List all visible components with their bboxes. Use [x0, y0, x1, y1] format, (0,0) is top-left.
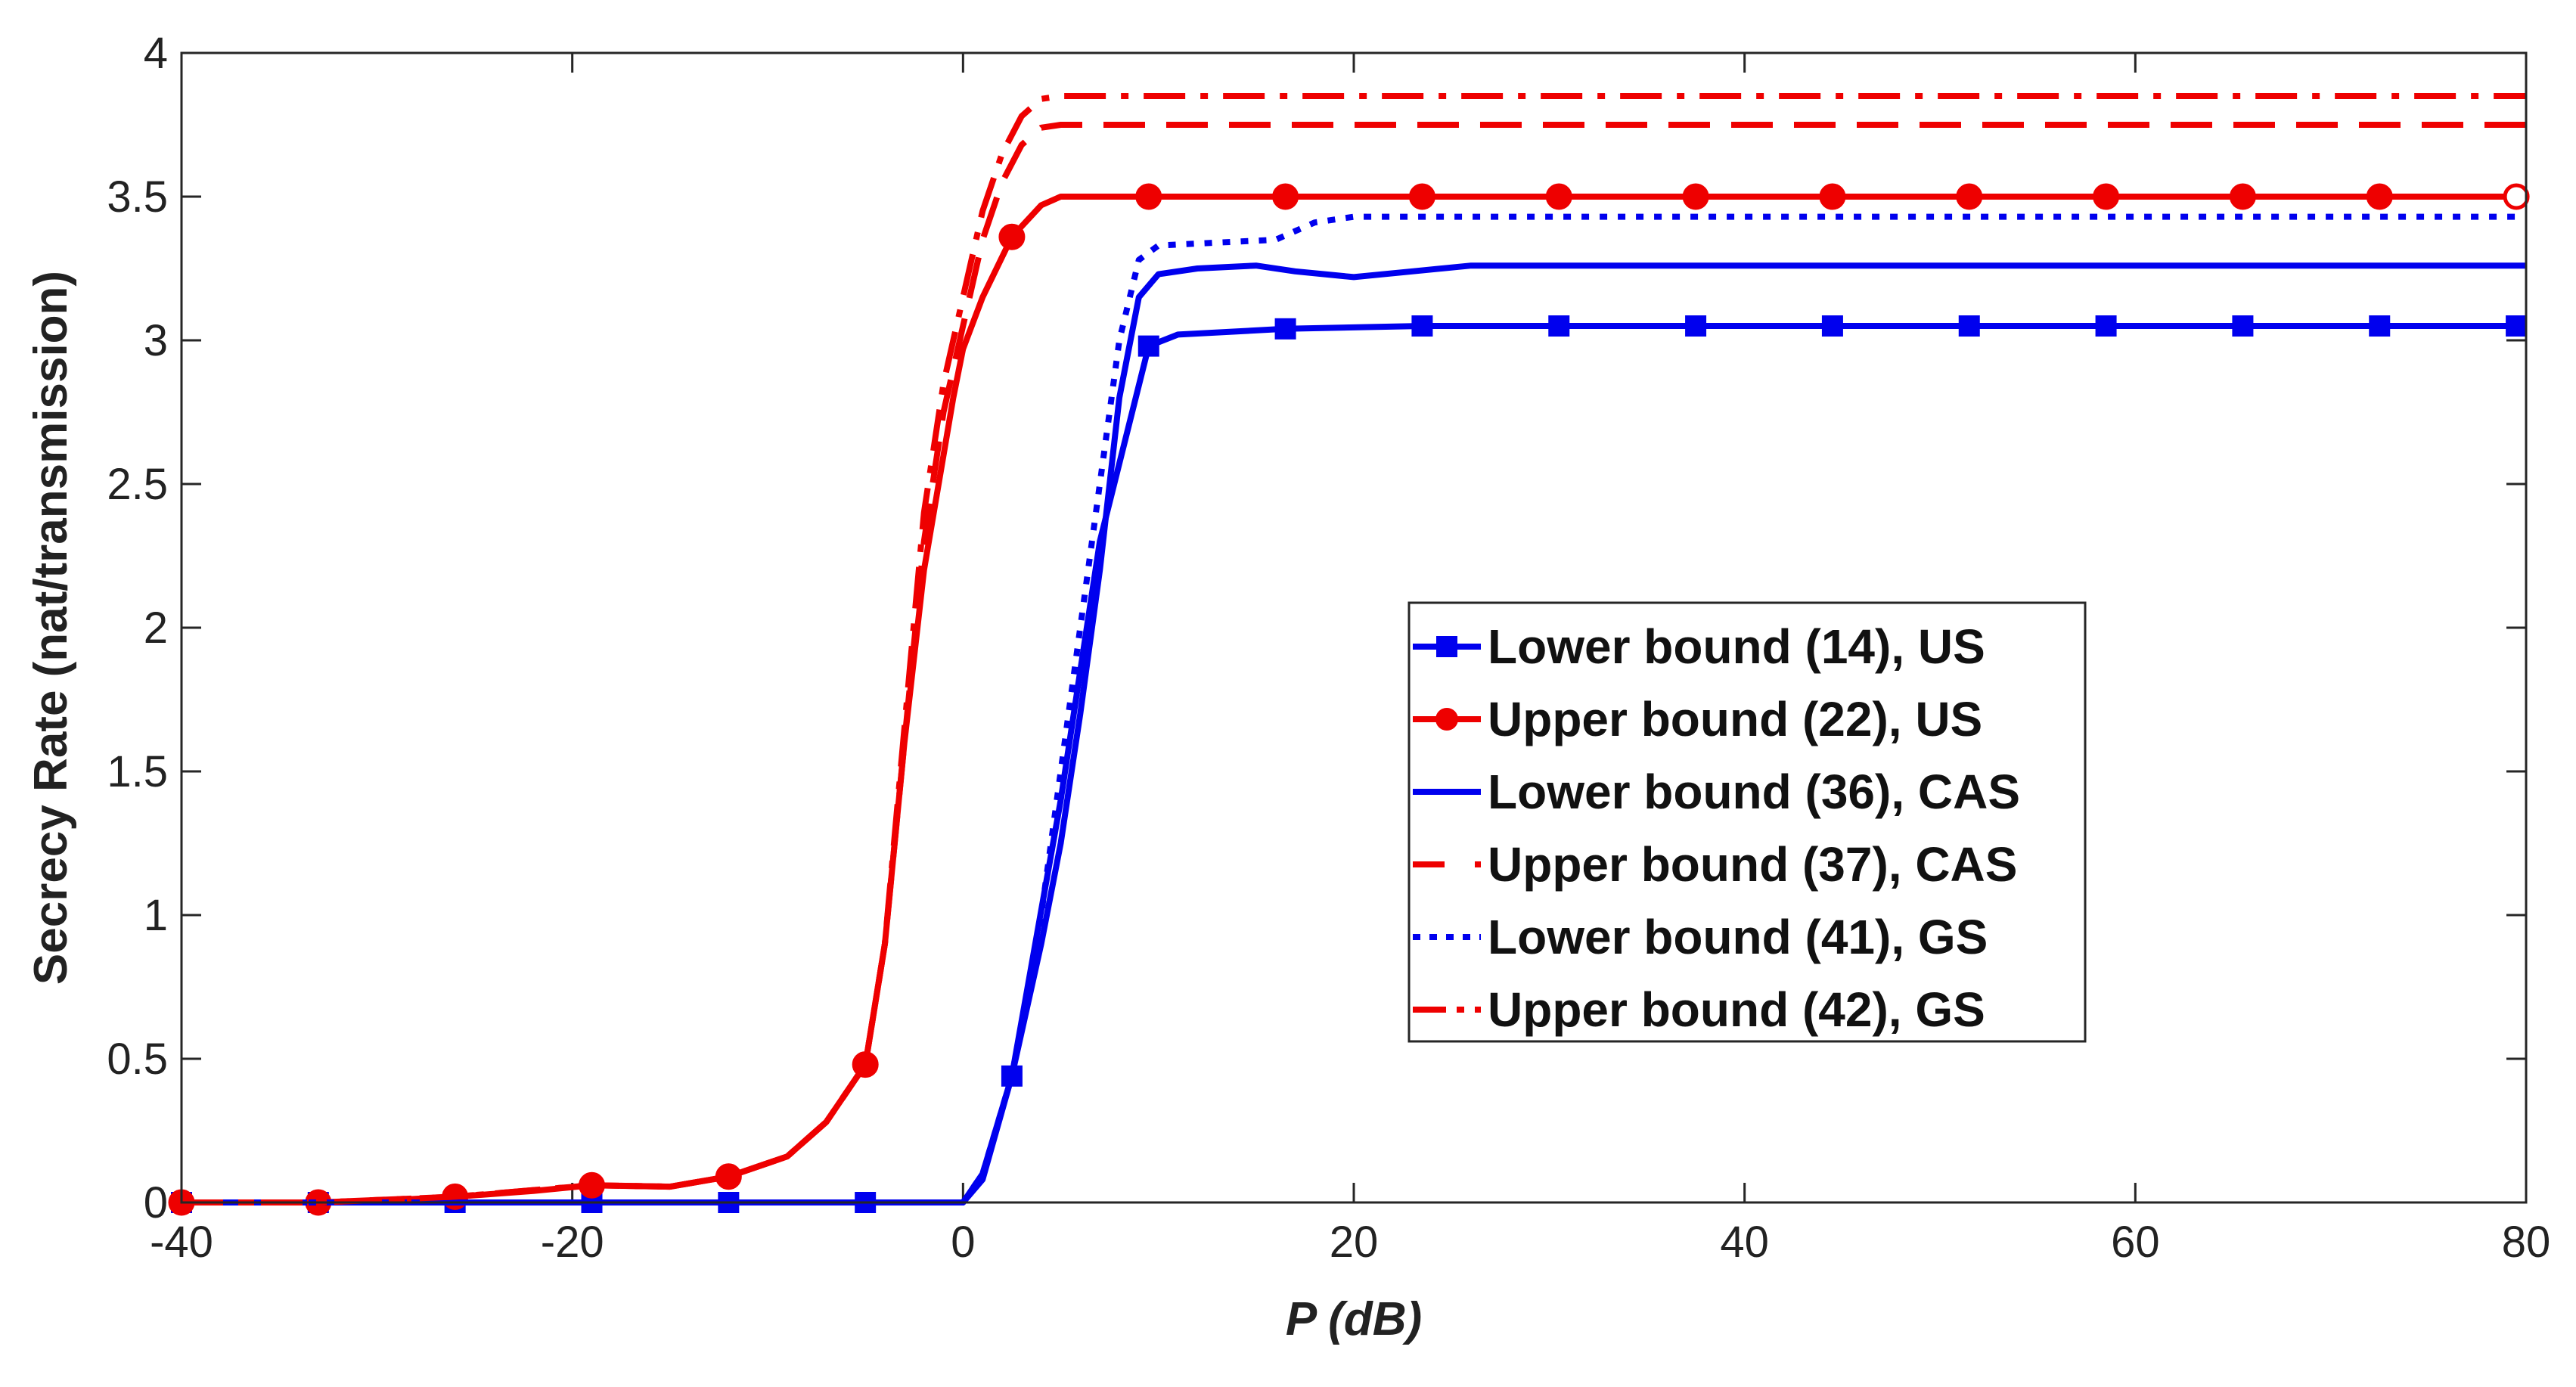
data-point-circle	[1408, 183, 1435, 210]
data-point-square	[1274, 318, 1296, 340]
y-tick-label: 4	[144, 29, 168, 78]
y-tick-label: 0	[144, 1178, 168, 1227]
y-axis-title: Secrecy Rate (nat/transmission)	[25, 271, 77, 985]
data-point-circle	[2229, 183, 2256, 210]
data-point-circle	[2093, 183, 2120, 210]
y-tick-label: 1	[144, 891, 168, 940]
data-point-square	[1685, 315, 1707, 337]
legend-label: Lower bound (36), CAS	[1488, 765, 2020, 819]
y-tick-label: 3.5	[107, 172, 168, 222]
series-3	[182, 262, 2526, 1205]
x-axis-title: P (dB)	[1286, 1293, 1422, 1345]
legend-label: Lower bound (14), US	[1488, 619, 1985, 674]
x-tick-label: -20	[541, 1218, 604, 1267]
y-tick-label: 2.5	[107, 460, 168, 509]
data-point-square	[1411, 315, 1433, 337]
data-point-square	[2506, 315, 2528, 337]
x-tick-label: 0	[951, 1218, 975, 1267]
series-4	[182, 122, 2526, 1205]
legend-label: Upper bound (22), US	[1488, 692, 1982, 746]
series-line	[182, 122, 2526, 1205]
data-point-circle	[1956, 183, 1983, 210]
x-tick-label: 40	[1720, 1218, 1769, 1267]
y-tick-label: 0.5	[107, 1035, 168, 1084]
x-tick-label: 60	[2111, 1218, 2160, 1267]
data-point-square	[2369, 315, 2391, 337]
x-tick-label: -40	[150, 1218, 213, 1267]
data-point-circle	[1545, 183, 1572, 210]
data-point-circle	[1819, 183, 1846, 210]
y-tick-label: 3	[144, 316, 168, 365]
legend-label: Lower bound (41), GS	[1488, 910, 1988, 964]
data-point-square	[1958, 315, 1980, 337]
data-point-square	[2232, 315, 2254, 337]
data-point-circle	[1272, 183, 1299, 210]
x-tick-label: 20	[1330, 1218, 1379, 1267]
axes: -40 -20 0 20 40 60 80 0 0.5 1 1.5 2 2.5 3 3.5 4	[107, 29, 2550, 1267]
data-point-square	[1548, 315, 1570, 337]
data-point-circle	[998, 223, 1026, 250]
data-point-circle	[1682, 183, 1709, 210]
plot-frame	[180, 51, 2528, 1204]
y-tick-label: 1.5	[107, 747, 168, 796]
legend: Lower bound (14), US Upper bound (22), US…	[1407, 601, 2087, 1043]
data-point-circle	[2366, 183, 2393, 210]
legend-label: Upper bound (42), GS	[1488, 982, 1985, 1037]
legend-box	[1407, 601, 2087, 1043]
data-point-square	[1821, 315, 1843, 337]
y-tick-label: 2	[144, 604, 168, 653]
legend-marker-circle	[1435, 708, 1458, 731]
data-point-square	[1137, 335, 1159, 357]
legend-marker-square	[1436, 636, 1457, 657]
data-point-circle	[1135, 183, 1162, 210]
legend-label: Upper bound (37), CAS	[1488, 837, 2017, 892]
data-point-square	[2095, 315, 2117, 337]
x-tick-label: 80	[2502, 1218, 2551, 1267]
data-point-circle	[2503, 183, 2530, 210]
series-line	[182, 262, 2526, 1205]
